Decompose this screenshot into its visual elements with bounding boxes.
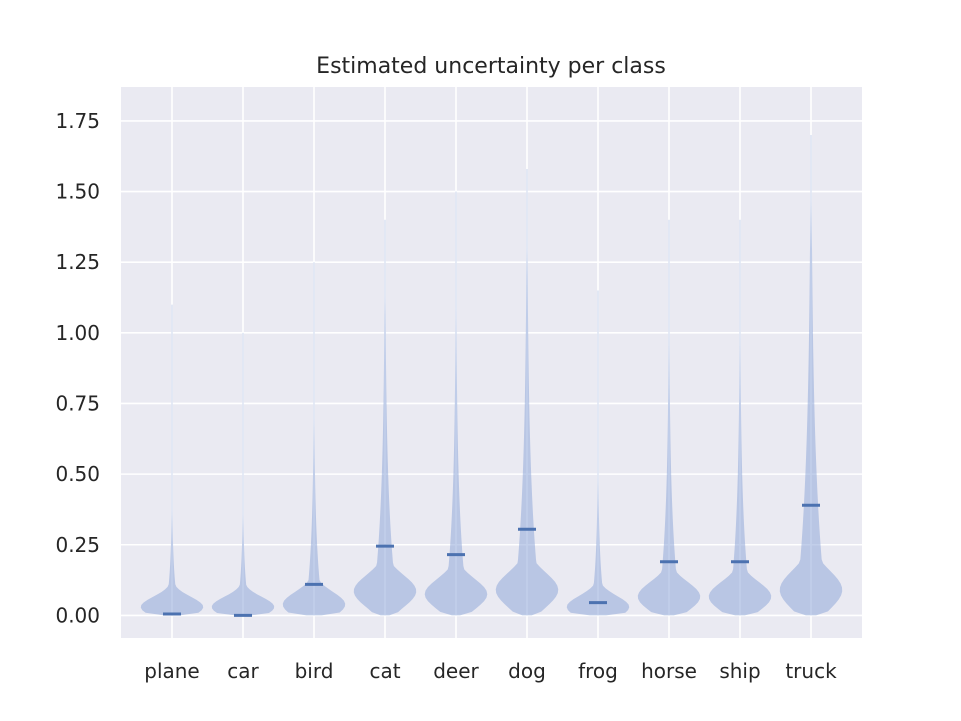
violin-plane (140, 304, 204, 616)
violin-truck (779, 135, 843, 616)
x-tick-label-dog: dog (508, 659, 546, 683)
violin-frog (566, 290, 630, 616)
y-tick-label: 1.25 (55, 250, 100, 274)
y-tick-label: 0.00 (55, 603, 100, 627)
violin-horse (637, 219, 701, 616)
median-markers (163, 503, 820, 617)
y-tick-label: 1.00 (55, 321, 100, 345)
x-tick-label-ship: ship (719, 659, 760, 683)
violin-dog (495, 168, 559, 616)
violin-cat (353, 219, 417, 616)
y-tick-label: 1.50 (55, 180, 100, 204)
plot-area (121, 87, 862, 638)
x-tick-label-truck: truck (785, 659, 837, 683)
y-axis-ticks: 0.00 0.25 0.50 0.75 1.00 1.25 1.50 1.75 (55, 109, 100, 627)
x-axis-ticks: plane car bird cat deer dog frog horse ship truck (144, 659, 837, 683)
y-tick-label: 0.25 (55, 533, 100, 557)
violin-car (211, 332, 275, 616)
violins (140, 135, 843, 616)
x-tick-label-bird: bird (295, 659, 334, 683)
x-tick-label-horse: horse (641, 659, 697, 683)
violin-bird (282, 262, 346, 616)
chart-title: Estimated uncertainty per class (316, 54, 666, 79)
y-tick-label: 1.75 (55, 109, 100, 133)
x-tick-label-plane: plane (144, 659, 200, 683)
y-tick-label: 0.50 (55, 462, 100, 486)
x-tick-label-cat: cat (369, 659, 400, 683)
x-tick-label-deer: deer (433, 659, 479, 683)
x-tick-label-frog: frog (578, 659, 618, 683)
y-tick-label: 0.75 (55, 391, 100, 415)
x-tick-label-car: car (227, 659, 259, 683)
violin-ship (708, 219, 772, 616)
violin-deer (424, 191, 488, 616)
